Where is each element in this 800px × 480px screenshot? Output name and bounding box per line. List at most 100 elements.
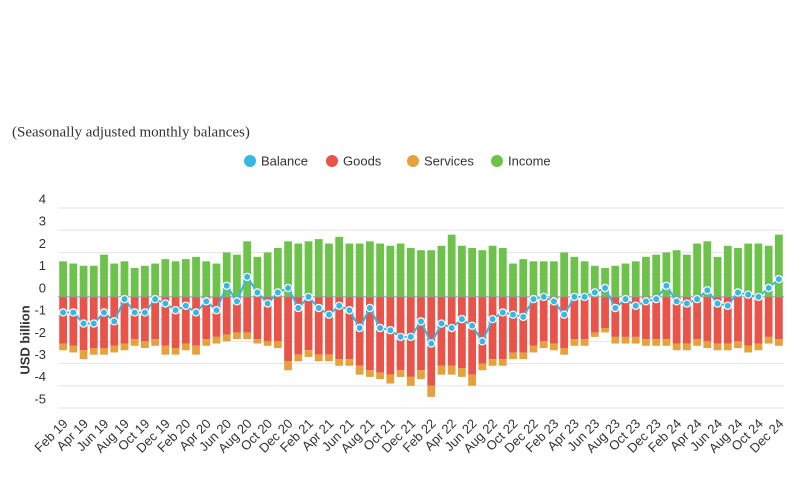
balance-point bbox=[529, 294, 538, 304]
balance-point bbox=[427, 339, 436, 348]
bar bbox=[488, 359, 497, 366]
balance-point bbox=[355, 323, 364, 333]
bar bbox=[775, 339, 783, 346]
bar bbox=[59, 343, 67, 351]
bar bbox=[662, 296, 671, 340]
bar bbox=[652, 296, 661, 340]
legend-marker bbox=[491, 155, 503, 167]
bar bbox=[560, 296, 569, 348]
bar bbox=[141, 341, 149, 348]
bar bbox=[294, 296, 303, 355]
bar bbox=[273, 341, 282, 348]
chart-subtitle: (Seasonally adjusted monthly balances) bbox=[12, 124, 250, 140]
bar bbox=[590, 296, 599, 333]
bar bbox=[151, 263, 160, 297]
balance-point bbox=[488, 314, 497, 324]
bar bbox=[212, 336, 221, 344]
bar bbox=[243, 332, 252, 340]
bar bbox=[233, 296, 241, 333]
bar bbox=[590, 265, 599, 297]
bar bbox=[539, 261, 548, 297]
bar bbox=[263, 296, 272, 342]
bar bbox=[468, 374, 477, 386]
balance-point bbox=[447, 323, 456, 333]
bar bbox=[775, 234, 783, 297]
bar bbox=[601, 268, 609, 297]
bar bbox=[529, 261, 538, 297]
bar bbox=[120, 296, 129, 344]
balance-point bbox=[314, 303, 323, 313]
bar bbox=[631, 296, 640, 337]
bar bbox=[406, 248, 415, 297]
bar bbox=[611, 296, 620, 337]
balance-point bbox=[631, 301, 640, 310]
y-tick-label: 2 bbox=[39, 236, 46, 251]
bar bbox=[335, 236, 344, 297]
balance-point bbox=[161, 299, 170, 308]
bar bbox=[642, 339, 650, 346]
bar bbox=[69, 296, 78, 346]
balance-point bbox=[754, 292, 763, 302]
legend-label: Services bbox=[424, 153, 474, 168]
bar bbox=[171, 261, 180, 297]
bar bbox=[304, 350, 313, 357]
bar bbox=[161, 259, 170, 297]
legend-label: Goods bbox=[343, 153, 382, 168]
bar bbox=[314, 296, 323, 355]
bar bbox=[560, 252, 569, 297]
bar bbox=[417, 250, 425, 297]
bar bbox=[580, 339, 589, 346]
bar bbox=[253, 256, 262, 297]
bar bbox=[345, 359, 354, 366]
bar bbox=[365, 370, 374, 377]
bar bbox=[192, 256, 200, 297]
bar bbox=[693, 296, 701, 340]
bar bbox=[529, 296, 538, 346]
y-tick-label: -5 bbox=[34, 391, 46, 406]
balance-point bbox=[457, 314, 467, 324]
balance-point bbox=[99, 308, 109, 317]
bar bbox=[580, 261, 589, 297]
balance-point bbox=[600, 283, 610, 293]
balance-point bbox=[253, 288, 262, 297]
bar bbox=[478, 363, 487, 371]
bar bbox=[181, 343, 190, 351]
balance-point bbox=[304, 292, 313, 302]
balance-point bbox=[212, 306, 221, 315]
bar bbox=[764, 245, 773, 297]
balance-point bbox=[774, 274, 784, 284]
bar bbox=[110, 345, 119, 353]
bar bbox=[151, 296, 160, 340]
bar bbox=[79, 350, 88, 360]
bar bbox=[601, 296, 609, 328]
balance-point bbox=[713, 299, 722, 308]
bar bbox=[723, 245, 732, 297]
bar bbox=[734, 248, 742, 297]
bar bbox=[355, 243, 364, 297]
y-tick-label: -1 bbox=[34, 303, 46, 318]
bar bbox=[601, 328, 609, 333]
bar bbox=[171, 296, 180, 348]
balance-point bbox=[222, 281, 231, 290]
bar bbox=[365, 241, 374, 297]
bar bbox=[631, 336, 640, 344]
bar bbox=[560, 348, 569, 355]
balance-point bbox=[69, 308, 78, 317]
bar bbox=[130, 339, 139, 346]
bar bbox=[233, 254, 241, 297]
bar bbox=[110, 263, 119, 297]
bar bbox=[550, 343, 558, 351]
bar bbox=[723, 296, 732, 344]
bar bbox=[488, 245, 497, 297]
bar bbox=[304, 241, 313, 297]
balance-point bbox=[202, 297, 211, 306]
bar bbox=[417, 296, 425, 371]
balance-point bbox=[396, 332, 405, 342]
balance-point bbox=[294, 303, 303, 313]
balance-point bbox=[58, 308, 68, 317]
balance-point bbox=[764, 283, 773, 293]
balance-point bbox=[79, 319, 88, 328]
bar bbox=[222, 296, 231, 335]
bar bbox=[468, 248, 477, 297]
bar bbox=[222, 334, 231, 342]
